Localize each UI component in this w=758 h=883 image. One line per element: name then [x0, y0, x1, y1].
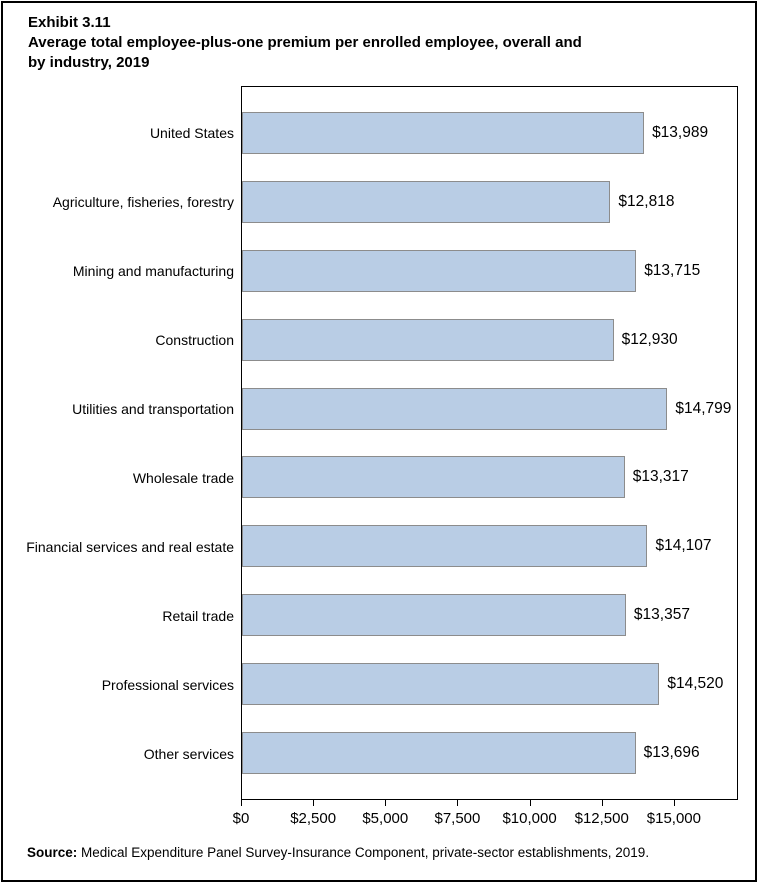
bar [242, 387, 668, 430]
bar-value-label: $14,799 [675, 399, 732, 417]
category-label: Agriculture, fisheries, forestry [52, 193, 234, 210]
bar [242, 662, 660, 705]
x-axis-tick [601, 799, 603, 806]
bar-row: $14,107 [242, 512, 737, 581]
x-axis-tick-label: $5,000 [362, 810, 409, 827]
page-title: Exhibit 3.11 Average total employee-plus… [28, 13, 668, 73]
bar [242, 181, 611, 224]
category-label: Financial services and real estate [26, 538, 234, 555]
bar [242, 249, 637, 292]
category-label: United States [149, 124, 234, 141]
category-label: Retail trade [162, 607, 234, 624]
bar-value-label: $12,818 [618, 193, 675, 211]
x-axis-tick-label: $0 [232, 810, 250, 827]
bar-value-label: $13,357 [633, 605, 690, 623]
x-axis [241, 799, 738, 807]
bar [242, 318, 614, 361]
bar-row: $14,520 [242, 649, 737, 718]
bar [242, 593, 626, 636]
bars-container: $13,989 $12,818 $13,715 $12,930 $14,799 $13,3… [242, 87, 737, 799]
title-line-sub: by industry, 2019 [28, 54, 150, 71]
x-axis-tick-label: $15,000 [646, 810, 701, 827]
title-line-exhibit: Exhibit 3.11 [28, 14, 111, 31]
x-axis-tick [673, 799, 675, 806]
bar-row: $13,696 [242, 718, 737, 787]
category-label: Utilities and transportation [72, 400, 234, 417]
category-label: Construction [155, 331, 234, 348]
category-label: Wholesale trade [132, 469, 234, 486]
x-axis-tick [385, 799, 387, 806]
title-line-main: Average total employee-plus-one premium … [28, 34, 582, 51]
bar-row: $13,989 [242, 99, 737, 168]
bar-value-label: $13,989 [652, 124, 709, 142]
bar-value-label: $14,520 [667, 674, 724, 692]
x-axis-tick [241, 799, 242, 806]
bar-row: $13,317 [242, 443, 737, 512]
x-axis-tick-label: $12,500 [574, 810, 629, 827]
bar [242, 456, 625, 499]
bar-row: $12,818 [242, 168, 737, 237]
plot-area: $13,989 $12,818 $13,715 $12,930 $14,799 $13,3… [241, 86, 738, 800]
category-label: Mining and manufacturing [72, 262, 234, 279]
x-axis-tick-label: $10,000 [502, 810, 557, 827]
bar [242, 525, 648, 568]
x-axis-labels: $0 $2,500 $5,000 $7,500 $10,000 $12,500 $15,00… [233, 810, 738, 830]
x-axis-tick [457, 799, 459, 806]
bar-value-label: $14,107 [655, 537, 712, 555]
source-label: Source: [27, 845, 78, 860]
bar-row: $12,930 [242, 305, 737, 374]
category-label: Other services [143, 745, 234, 762]
x-axis-tick [313, 799, 315, 806]
bar-row: $13,715 [242, 237, 737, 306]
bar [242, 112, 645, 155]
x-axis-tick-label: $7,500 [434, 810, 481, 827]
bar-row: $14,799 [242, 374, 737, 443]
source-text: Medical Expenditure Panel Survey-Insuran… [77, 845, 650, 860]
category-axis: United States Agriculture, fisheries, for… [0, 86, 234, 800]
bar-value-label: $13,715 [644, 261, 701, 279]
source-note: Source: Medical Expenditure Panel Survey… [27, 845, 649, 860]
bar-value-label: $12,930 [621, 330, 678, 348]
category-label: Professional services [101, 676, 234, 693]
bar-value-label: $13,696 [643, 743, 700, 761]
bar-value-label: $13,317 [632, 468, 689, 486]
bar-row: $13,357 [242, 581, 737, 650]
x-axis-tick [529, 799, 531, 806]
x-axis-tick-label: $2,500 [290, 810, 337, 827]
bar [242, 731, 636, 774]
